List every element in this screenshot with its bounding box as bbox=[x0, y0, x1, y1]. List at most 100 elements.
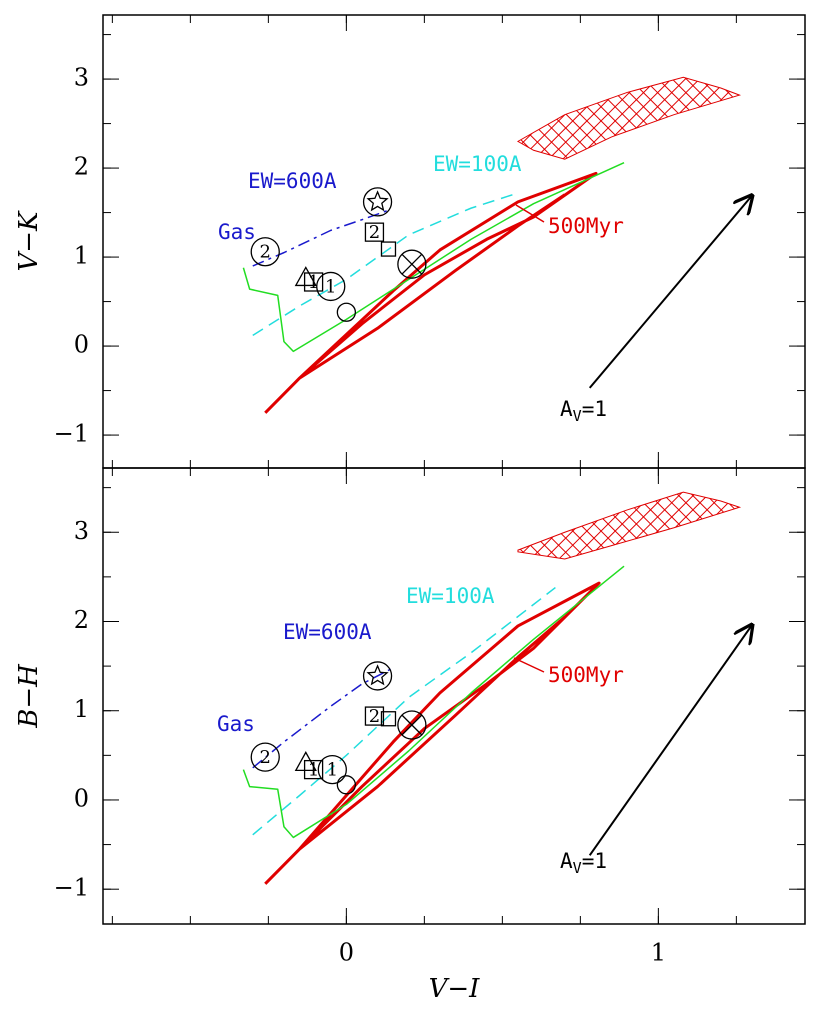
marker-circle bbox=[336, 302, 357, 322]
annotation-text: 500Myr bbox=[548, 214, 624, 238]
x-tick-label: 0 bbox=[339, 939, 354, 967]
series-line bbox=[264, 171, 598, 414]
marker: 1 bbox=[316, 271, 346, 302]
annotation-leader bbox=[515, 204, 545, 223]
marker-square bbox=[364, 222, 385, 242]
marker-circle bbox=[316, 271, 346, 302]
marker-triangle bbox=[294, 751, 317, 772]
marker-label: 2 bbox=[369, 222, 380, 243]
annotation: EW=600A bbox=[283, 620, 372, 644]
marker-circle bbox=[362, 661, 393, 691]
marker-label: 1 bbox=[325, 276, 336, 297]
y-tick-label: 0 bbox=[74, 784, 89, 812]
annotation-text: A bbox=[560, 849, 573, 873]
y-tick-label: 3 bbox=[74, 517, 89, 545]
y-axis-label: V−K bbox=[14, 210, 44, 272]
x-tick-label: 1 bbox=[651, 939, 666, 967]
marker-circle bbox=[250, 742, 280, 772]
annotation-text: EW=100A bbox=[406, 584, 495, 608]
annotation-text: EW=100A bbox=[433, 152, 522, 176]
x-axis-label: V−I bbox=[429, 974, 481, 1004]
y-tick-label: −1 bbox=[54, 420, 89, 448]
marker-circle bbox=[397, 710, 427, 740]
marker-label: 2 bbox=[260, 242, 271, 263]
marker-cross bbox=[401, 253, 423, 275]
annotation: Gas bbox=[218, 220, 256, 244]
annotation: AV=1 bbox=[560, 397, 607, 425]
marker bbox=[362, 661, 393, 691]
series-line bbox=[252, 210, 388, 267]
marker bbox=[336, 302, 357, 322]
y-tick-label: 1 bbox=[74, 695, 89, 723]
reddening-arrow bbox=[588, 196, 752, 389]
annotation-subscript: V bbox=[573, 859, 582, 877]
marker bbox=[380, 241, 397, 257]
annotation-text: 500Myr bbox=[548, 663, 624, 687]
y-axis-label: B−H bbox=[14, 663, 44, 729]
marker-circle bbox=[317, 754, 347, 785]
marker-label: 2 bbox=[369, 706, 380, 727]
marker-circle bbox=[250, 237, 280, 267]
marker bbox=[380, 711, 397, 727]
marker-square bbox=[380, 711, 397, 727]
reddening-arrow bbox=[588, 625, 752, 856]
y-tick-label: 2 bbox=[74, 153, 89, 181]
annotation-text: A bbox=[560, 397, 573, 421]
marker bbox=[397, 710, 427, 740]
y-tick-label: 1 bbox=[74, 242, 89, 270]
annotation: Gas bbox=[217, 712, 255, 736]
marker: 2 bbox=[364, 706, 385, 727]
annotation: 500Myr bbox=[548, 663, 624, 687]
y-tick-label: 3 bbox=[74, 64, 89, 92]
marker: 1 bbox=[303, 272, 324, 293]
hatched-region bbox=[516, 76, 742, 160]
marker bbox=[397, 249, 427, 279]
annotation: EW=100A bbox=[433, 152, 522, 176]
marker-square bbox=[303, 272, 324, 292]
marker-label: 2 bbox=[260, 747, 271, 768]
marker: 1 bbox=[317, 754, 347, 785]
series-line bbox=[252, 192, 519, 337]
annotation-text: Gas bbox=[217, 712, 255, 736]
marker-circle bbox=[336, 775, 357, 795]
marker-circle bbox=[362, 187, 393, 217]
marker-star bbox=[366, 664, 389, 686]
marker-cross bbox=[401, 714, 423, 736]
marker-label: 1 bbox=[308, 760, 319, 781]
hatched-region bbox=[517, 491, 742, 560]
y-tick-label: 2 bbox=[74, 606, 89, 634]
marker bbox=[336, 775, 357, 795]
marker: 2 bbox=[250, 742, 280, 772]
annotation-text: EW=600A bbox=[248, 169, 337, 193]
marker: 2 bbox=[364, 222, 385, 243]
annotation-text: =1 bbox=[582, 397, 607, 421]
annotation-text: EW=600A bbox=[283, 620, 372, 644]
marker-square bbox=[303, 759, 324, 780]
marker: 1 bbox=[303, 759, 324, 781]
series-line bbox=[242, 162, 625, 353]
annotation: 500Myr bbox=[548, 214, 624, 238]
marker-circle bbox=[397, 249, 427, 279]
marker-triangle bbox=[294, 266, 317, 287]
series-line bbox=[264, 581, 601, 885]
marker: 2 bbox=[250, 237, 280, 267]
marker-square bbox=[364, 706, 385, 726]
annotation: EW=600A bbox=[248, 169, 337, 193]
marker-star bbox=[366, 190, 389, 212]
y-tick-label: 0 bbox=[74, 331, 89, 359]
annotation-text: Gas bbox=[218, 220, 256, 244]
annotation-text: =1 bbox=[582, 849, 607, 873]
marker bbox=[362, 187, 393, 217]
annotation: EW=100A bbox=[406, 584, 495, 608]
marker-square bbox=[380, 241, 397, 257]
marker bbox=[294, 266, 317, 287]
annotation-leader bbox=[513, 657, 545, 673]
series-line bbox=[242, 565, 625, 839]
marker bbox=[294, 751, 317, 772]
annotation: AV=1 bbox=[560, 849, 607, 877]
annotation-subscript: V bbox=[573, 407, 582, 425]
marker-label: 1 bbox=[327, 760, 338, 781]
series-line bbox=[252, 667, 394, 769]
marker-label: 1 bbox=[308, 272, 319, 293]
